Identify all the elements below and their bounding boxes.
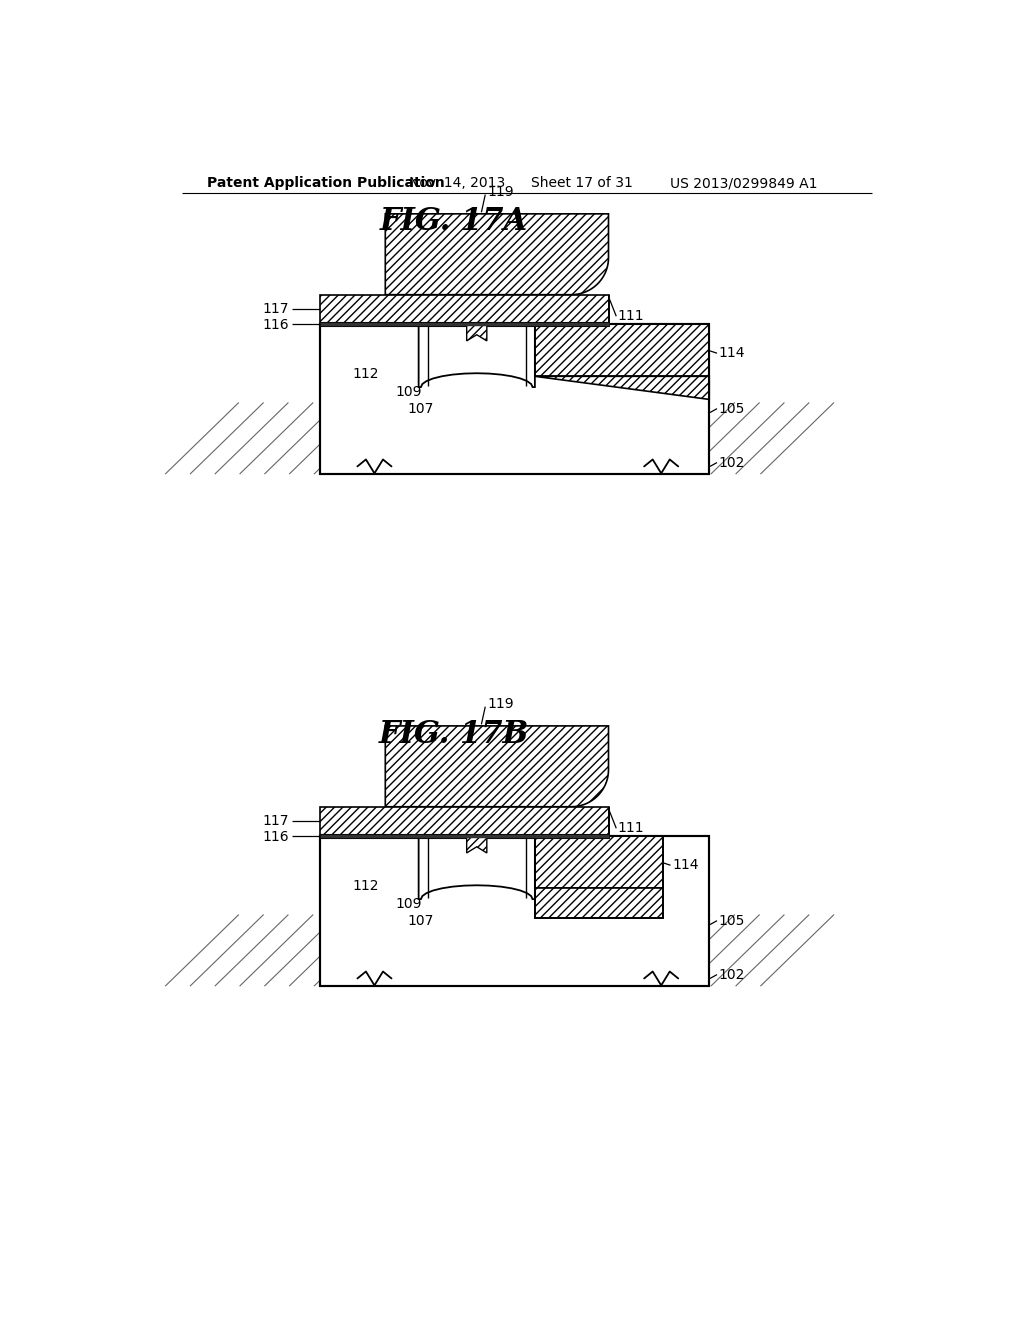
Bar xyxy=(321,836,710,986)
Bar xyxy=(321,836,710,986)
Bar xyxy=(535,888,663,917)
Bar xyxy=(535,323,710,376)
Bar xyxy=(321,323,710,474)
Text: 116: 116 xyxy=(262,830,289,843)
Text: FIG. 17B: FIG. 17B xyxy=(379,719,528,750)
Polygon shape xyxy=(385,214,608,294)
Polygon shape xyxy=(419,836,535,899)
Polygon shape xyxy=(535,376,710,400)
Text: 111: 111 xyxy=(617,309,644,323)
Text: 105: 105 xyxy=(719,401,744,416)
Bar xyxy=(321,807,608,836)
Polygon shape xyxy=(419,323,535,387)
Text: 114: 114 xyxy=(719,346,745,360)
Text: 107: 107 xyxy=(407,401,433,416)
Bar xyxy=(535,836,663,888)
Bar xyxy=(321,323,710,474)
Text: 107: 107 xyxy=(407,913,433,928)
Bar xyxy=(321,294,608,323)
Polygon shape xyxy=(467,323,486,341)
Text: 105: 105 xyxy=(719,913,744,928)
Polygon shape xyxy=(385,726,608,807)
Bar xyxy=(321,322,608,326)
Text: 112: 112 xyxy=(352,879,379,894)
Text: 102: 102 xyxy=(719,968,744,982)
Text: US 2013/0299849 A1: US 2013/0299849 A1 xyxy=(671,176,818,190)
Text: 117: 117 xyxy=(263,814,289,829)
Text: 119: 119 xyxy=(487,697,514,711)
Text: Nov. 14, 2013: Nov. 14, 2013 xyxy=(409,176,505,190)
Text: 112: 112 xyxy=(352,367,379,381)
Text: 109: 109 xyxy=(395,896,422,911)
Text: 117: 117 xyxy=(263,302,289,317)
Text: 114: 114 xyxy=(672,858,698,873)
Bar xyxy=(535,836,663,917)
Text: 102: 102 xyxy=(719,455,744,470)
Text: Patent Application Publication: Patent Application Publication xyxy=(207,176,444,190)
Text: Sheet 17 of 31: Sheet 17 of 31 xyxy=(531,176,633,190)
Polygon shape xyxy=(467,836,486,853)
Text: 109: 109 xyxy=(395,384,422,399)
Text: FIG. 17A: FIG. 17A xyxy=(380,206,527,238)
Bar xyxy=(321,834,608,838)
Text: 111: 111 xyxy=(617,821,644,836)
Text: 119: 119 xyxy=(487,185,514,199)
Text: 116: 116 xyxy=(262,318,289,331)
